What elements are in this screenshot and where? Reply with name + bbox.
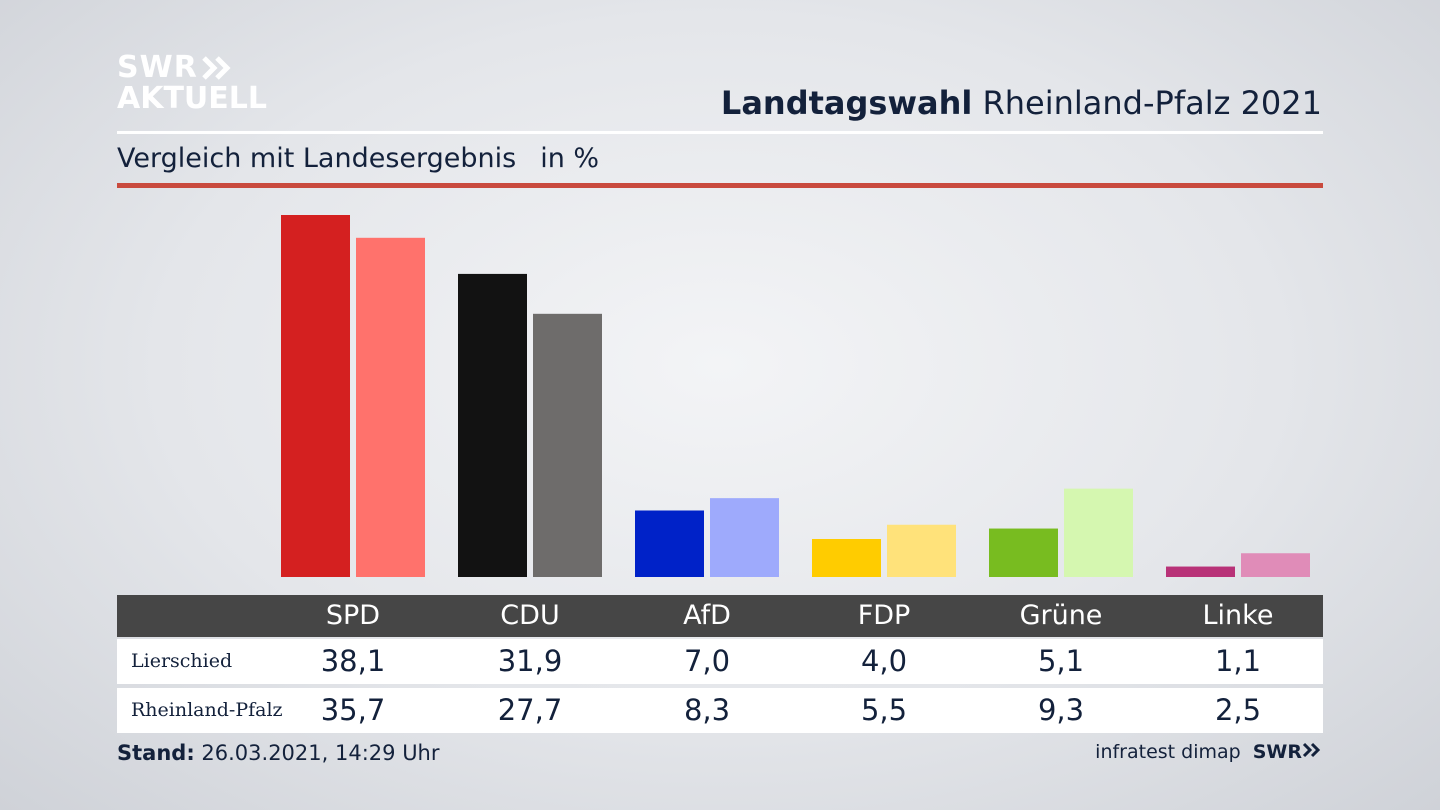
logo-text-swr: SWR (117, 50, 198, 85)
white-divider (117, 131, 1323, 134)
stand-value: 26.03.2021, 14:29 Uhr (201, 741, 440, 765)
column-header-spd: SPD (325, 600, 381, 631)
column-header-fdp: FDP (857, 600, 911, 631)
bar-spd-rheinland-pfalz (356, 237, 425, 577)
chart-subtitle: Vergleich mit Landesergebnis in % (117, 143, 599, 174)
footer-logo-text: SWR (1252, 741, 1302, 763)
table-row-rheinland-pfalz: Rheinland-Pfalz 35,7 27,7 8,3 5,5 9,3 2,5 (117, 688, 1323, 733)
value-cdu-rheinland-pfalz: 27,7 (497, 693, 563, 727)
page-title: Landtagswahl Rheinland-Pfalz 2021 (721, 84, 1322, 122)
timestamp: Stand: 26.03.2021, 14:29 Uhr (117, 741, 440, 765)
value-fdp-lierschied: 4,0 (860, 644, 908, 678)
subtitle-text: Vergleich mit Landesergebnis (117, 143, 517, 174)
column-header-linke: Linke (1202, 600, 1274, 631)
value-fdp-rheinland-pfalz: 5,5 (860, 693, 908, 727)
column-header-gruene: Grüne (1019, 600, 1103, 631)
bar-linke-lierschied (1166, 566, 1235, 577)
row-label: Rheinland-Pfalz (131, 699, 283, 721)
value-spd-rheinland-pfalz: 35,7 (320, 693, 386, 727)
footer-swr-logo: SWR (1253, 741, 1322, 763)
title-rest: Rheinland-Pfalz 2021 (982, 84, 1322, 122)
row-label: Lierschied (131, 650, 233, 672)
results-table: SPD CDU AfD FDP Grüne Linke Lierschied 38,1 31… (117, 595, 1323, 733)
stand-label: Stand: (117, 741, 195, 765)
bar-afd-lierschied (635, 510, 704, 577)
bar-linke-rheinland-pfalz (1241, 553, 1310, 577)
value-linke-rheinland-pfalz: 2,5 (1214, 693, 1262, 727)
column-header-afd: AfD (683, 600, 731, 631)
bar-gruene-rheinland-pfalz (1064, 488, 1133, 577)
bar-cdu-lierschied (458, 273, 527, 577)
red-divider (117, 183, 1323, 188)
value-gruene-rheinland-pfalz: 9,3 (1037, 693, 1085, 727)
table-row-lierschied: Lierschied 38,1 31,9 7,0 4,0 5,1 1,1 (117, 639, 1323, 684)
bar-cdu-rheinland-pfalz (533, 313, 602, 577)
column-header-cdu: CDU (500, 600, 560, 631)
bar-fdp-lierschied (812, 538, 881, 577)
swr-aktuell-logo: SWR AKTUELL (117, 52, 267, 114)
source-credit: infratest dimap SWR (1095, 741, 1322, 763)
table-header-row: SPD CDU AfD FDP Grüne Linke (117, 595, 1323, 637)
value-afd-lierschied: 7,0 (683, 644, 731, 678)
value-spd-lierschied: 38,1 (320, 644, 386, 678)
logo-text-aktuell: AKTUELL (117, 81, 268, 116)
bar-afd-rheinland-pfalz (710, 498, 779, 577)
subtitle-unit: in % (540, 143, 600, 174)
bar-chart (281, 215, 1310, 577)
value-linke-lierschied: 1,1 (1214, 644, 1262, 678)
bar-fdp-rheinland-pfalz (887, 524, 956, 577)
source-text: infratest dimap (1095, 741, 1241, 763)
value-gruene-lierschied: 5,1 (1037, 644, 1085, 678)
bar-gruene-lierschied (989, 528, 1058, 577)
double-chevron-icon (202, 55, 232, 80)
value-cdu-lierschied: 31,9 (497, 644, 563, 678)
value-afd-rheinland-pfalz: 8,3 (683, 693, 731, 727)
title-bold: Landtagswahl (720, 84, 973, 122)
bar-spd-lierschied (281, 215, 350, 577)
double-chevron-icon (1302, 741, 1322, 763)
